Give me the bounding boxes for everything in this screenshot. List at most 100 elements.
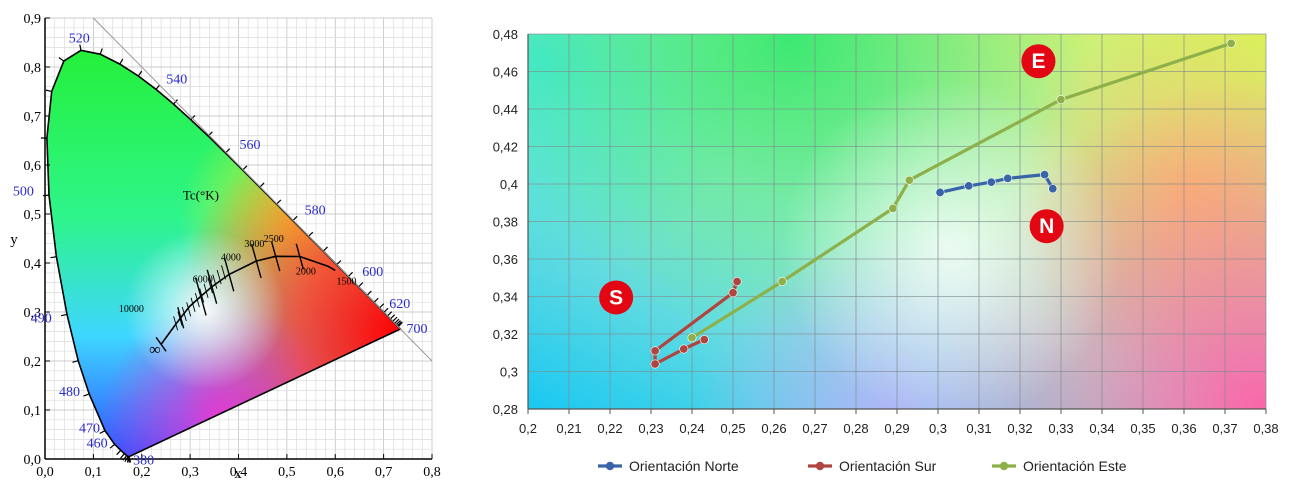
locus-tick <box>394 318 400 324</box>
plot-x-tick-label: 0,26 <box>761 421 786 436</box>
locus-tick <box>58 57 65 62</box>
cie-y-tick-label: 0,8 <box>24 61 42 76</box>
series-point-1 <box>650 359 660 369</box>
series-point-2 <box>904 175 914 185</box>
series-point-2 <box>888 203 898 213</box>
planck-minor-tick <box>221 265 226 280</box>
plot-x-tick-label: 0,29 <box>884 421 909 436</box>
planck-minor-tick <box>190 297 196 312</box>
cct-label: 10000 <box>119 304 144 315</box>
legend: Orientación Norte Orientación Sur Orientac… <box>598 458 1127 474</box>
plot-y-tick-label: 0,4 <box>500 177 518 192</box>
diagonal-line <box>93 17 433 362</box>
plot-x-tick-label: 0,22 <box>597 421 622 436</box>
locus-tick <box>322 246 328 252</box>
locus-tick <box>72 360 79 363</box>
cie-chromaticity-diagram: 0,0 0,1 0,2 0,3 0,4 0,5 0,6 0,7 0,8 0,0 0,1 0,2 0,3 0… <box>10 12 441 480</box>
cie-x-axis-label: x <box>234 466 242 480</box>
cie-x-tick-label: 0,8 <box>423 465 441 480</box>
wavelength-label: 580 <box>305 203 326 218</box>
cie-y-tick-label: 0,6 <box>24 159 42 174</box>
cie-x-tick-label: 0,1 <box>85 465 103 480</box>
planckian-locus <box>155 241 336 352</box>
locus-tick <box>116 449 122 456</box>
legend-label: Orientación Norte <box>629 458 739 474</box>
cie-y-axis-label: y <box>10 232 18 248</box>
planck-minor-tick <box>194 292 200 308</box>
cie-x-tick-label: 0,6 <box>327 465 345 480</box>
cct-label: 2000 <box>296 267 316 278</box>
plot-x-tick-label: 0,37 <box>1212 421 1237 436</box>
plot-x-tick-label: 0,24 <box>679 421 704 436</box>
locus-tick <box>45 89 52 92</box>
locus-tick <box>99 430 106 434</box>
locus-tick <box>79 44 82 51</box>
locus-tick <box>387 311 393 317</box>
cie-axes: 0,0 0,1 0,2 0,3 0,4 0,5 0,6 0,7 0,8 0,0 0,1 0,2 0,3 0… <box>10 12 441 480</box>
legend-label: Orientación Este <box>1023 458 1127 474</box>
plot-y-tick-label: 0,36 <box>493 252 518 267</box>
wavelength-label: 470 <box>79 422 100 437</box>
planck-minor-tick <box>199 288 205 303</box>
plot-x-tick-label: 0,32 <box>1007 421 1032 436</box>
locus-tick <box>83 393 90 397</box>
planck-minor-tick <box>203 283 209 298</box>
plot-y-tick-label: 0,34 <box>493 290 518 305</box>
annotation-letter: N <box>1039 215 1054 238</box>
isotemperature-line <box>194 277 207 316</box>
wavelength-label: 600 <box>362 265 383 280</box>
plot-annotations: E N S <box>599 44 1064 315</box>
cct-label: 2500 <box>264 234 284 245</box>
plot-grid <box>527 33 1267 414</box>
locus-tick <box>336 260 342 266</box>
isotemperature-line <box>295 243 304 270</box>
locus-tick <box>155 84 161 90</box>
isotemperature-line <box>270 241 281 272</box>
cie-x-tick-label: 0,0 <box>36 465 54 480</box>
plot-x-tick-label: 0,31 <box>966 421 991 436</box>
cie-y-tick-label: 0,9 <box>24 12 42 27</box>
series-point-1 <box>679 344 689 354</box>
planck-minor-tick <box>212 274 218 289</box>
annotation-badge <box>599 280 634 315</box>
locus-tick <box>366 290 372 296</box>
series-point-2 <box>1056 95 1066 105</box>
legend-label: Orientación Sur <box>839 458 937 474</box>
cct-label: 3000 <box>244 239 264 250</box>
annotation-letter: S <box>609 286 623 309</box>
plot-series <box>650 38 1236 369</box>
annotation-letter: E <box>1031 50 1045 73</box>
plot-x-tick-label: 0,27 <box>802 421 827 436</box>
cie-y-tick-label: 0,7 <box>24 110 42 125</box>
plot-y-tick-label: 0,42 <box>493 140 518 155</box>
wavelength-label: 620 <box>389 297 410 312</box>
cie-y-tick-label: 0,2 <box>24 355 42 370</box>
planck-minor-tick <box>181 306 187 322</box>
plot-x-tick-label: 0,25 <box>720 421 745 436</box>
locus-tick <box>190 114 196 121</box>
locus-tick <box>379 303 385 309</box>
locus-tick <box>308 231 314 237</box>
series-point-0 <box>986 177 996 187</box>
cie-x-tick-label: 0,3 <box>181 465 199 480</box>
series-point-0 <box>1040 170 1050 180</box>
series-point-0 <box>935 187 945 197</box>
plot-x-tick-label: 0,35 <box>1130 421 1155 436</box>
plot-x-tick-label: 0,2 <box>519 421 537 436</box>
locus-tick <box>347 271 353 277</box>
wavelength-label: 500 <box>13 184 34 199</box>
wavelength-label: 540 <box>166 73 187 88</box>
series-point-1 <box>728 288 738 298</box>
locus-tick <box>276 199 282 205</box>
cie-y-tick-label: 0,5 <box>24 208 42 223</box>
legend-swatch-marker <box>815 461 825 471</box>
locus-tick <box>137 70 143 77</box>
plot-y-tick-label: 0,38 <box>493 215 518 230</box>
plot-y-tick-label: 0,28 <box>493 402 518 417</box>
annotation-badge <box>1021 44 1056 79</box>
planck-minor-tick <box>216 269 222 285</box>
plot-x-tick-label: 0,3 <box>929 421 947 436</box>
plot-x-tick-label: 0,23 <box>638 421 663 436</box>
plot-x-tick-label: 0,36 <box>1171 421 1196 436</box>
locus-tick <box>120 453 125 459</box>
